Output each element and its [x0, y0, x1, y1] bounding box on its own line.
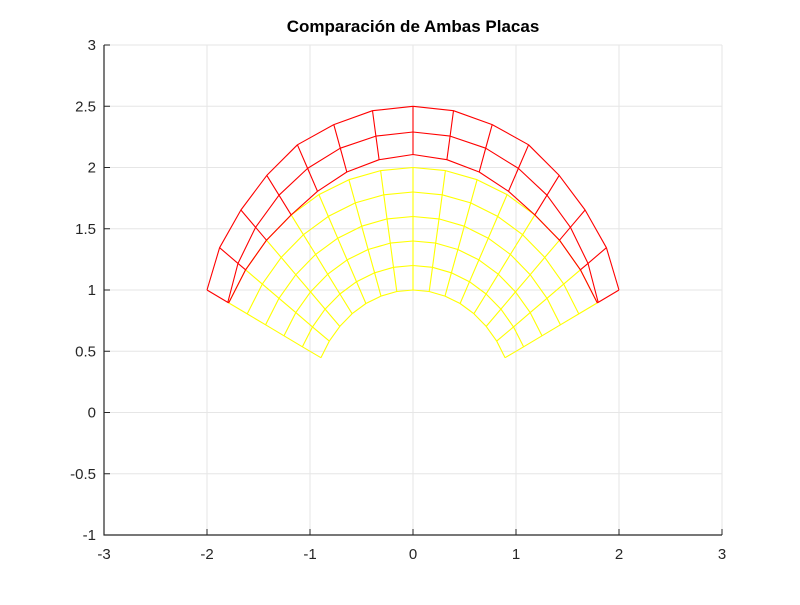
x-tick-label: -1 [303, 546, 316, 563]
mesh-spoke [485, 239, 560, 327]
mesh-spoke [266, 239, 341, 327]
y-tick-label: 0.5 [75, 343, 96, 360]
x-tick-label: 1 [512, 546, 520, 563]
mesh-spoke [245, 269, 330, 342]
mesh-spoke [318, 194, 367, 304]
mesh-spoke [473, 214, 536, 314]
x-tick-label: -3 [97, 546, 110, 563]
mesh-spoke [459, 194, 508, 304]
mesh-spoke [333, 124, 348, 173]
y-tick-label: 1 [88, 282, 96, 299]
x-axis-ticks: -3 -2 -1 0 1 2 3 [97, 529, 726, 563]
mesh-spoke [496, 269, 581, 342]
mesh-spoke [296, 144, 319, 192]
mesh-spoke [559, 209, 586, 241]
mesh-spoke [534, 175, 560, 216]
mesh-spoke [444, 179, 478, 297]
mesh-spoke [219, 247, 246, 271]
mesh-spoke [266, 175, 292, 216]
chart-title: Comparación de Ambas Placas [286, 17, 540, 36]
x-tick-label: 0 [409, 546, 417, 563]
red-plate-mesh [206, 105, 620, 304]
y-tick-label: 0 [88, 405, 96, 422]
y-tick-label: 3 [88, 37, 96, 54]
mesh-spoke [206, 289, 229, 304]
y-tick-label: -0.5 [70, 466, 96, 483]
mesh-spoke [380, 170, 398, 292]
mesh-spoke [371, 110, 380, 160]
mesh-spoke [240, 209, 267, 241]
y-tick-label: -1 [83, 527, 96, 544]
mesh-spoke [228, 302, 322, 359]
y-tick-label: 2 [88, 160, 96, 177]
y-axis-ticks: -1 -0.5 0 0.5 1 1.5 2 2.5 3 [70, 37, 110, 544]
x-tick-label: 2 [615, 546, 623, 563]
mesh-spoke [597, 289, 620, 304]
mesh-spoke [446, 110, 455, 160]
y-tick-label: 1.5 [75, 221, 96, 238]
mesh-spoke [348, 179, 382, 297]
x-tick-label: -2 [200, 546, 213, 563]
mesh-spoke [290, 214, 353, 314]
y-tick-label: 2.5 [75, 98, 96, 115]
mesh-spoke [504, 302, 598, 359]
mesh-spoke [478, 124, 493, 173]
x-tick-label: 3 [718, 546, 726, 563]
mesh-spoke [580, 247, 607, 271]
plate-meshes [206, 105, 620, 359]
mesh-spoke [507, 144, 530, 192]
mesh-spoke [428, 170, 446, 292]
